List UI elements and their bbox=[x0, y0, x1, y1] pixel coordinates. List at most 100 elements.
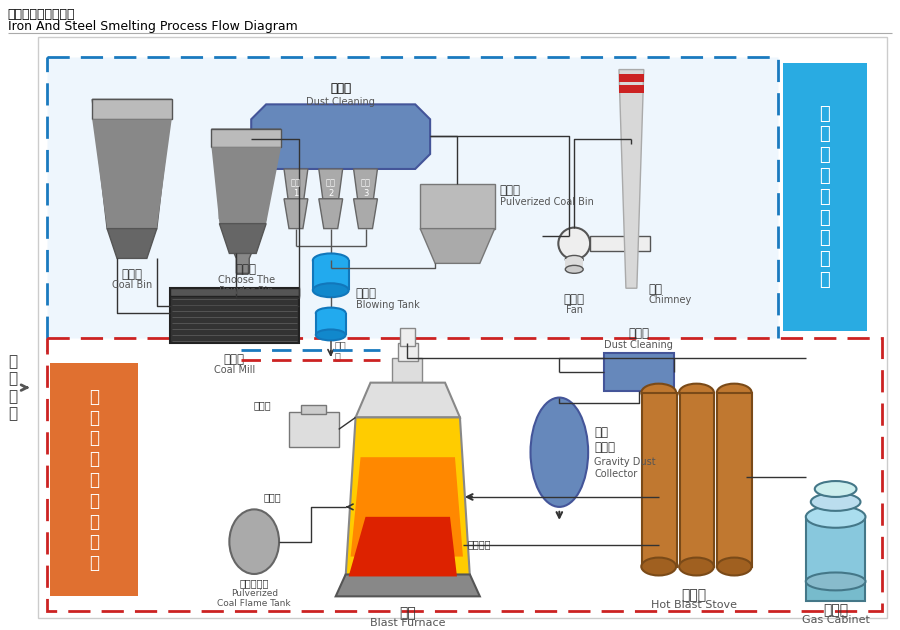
Bar bbox=[170, 289, 299, 343]
Text: 收尘器: 收尘器 bbox=[330, 83, 351, 95]
Polygon shape bbox=[619, 86, 644, 93]
Ellipse shape bbox=[814, 481, 857, 497]
Ellipse shape bbox=[230, 510, 279, 574]
Text: Pulverized: Pulverized bbox=[230, 590, 278, 598]
Bar bbox=[316, 313, 346, 335]
Text: Pulverized Coal Bin: Pulverized Coal Bin bbox=[500, 197, 594, 207]
Text: 煤粉喷火罐: 煤粉喷火罐 bbox=[239, 578, 269, 588]
Ellipse shape bbox=[717, 384, 752, 401]
Text: Powder Bin: Powder Bin bbox=[219, 286, 274, 296]
Ellipse shape bbox=[680, 384, 714, 401]
Text: 热风炉: 热风炉 bbox=[681, 588, 706, 602]
Polygon shape bbox=[351, 457, 463, 556]
Polygon shape bbox=[348, 517, 457, 576]
Text: Iron And Steel Smelting Process Flow Diagram: Iron And Steel Smelting Process Flow Dia… bbox=[8, 20, 298, 33]
Polygon shape bbox=[354, 199, 377, 229]
Polygon shape bbox=[346, 418, 470, 576]
Text: 粉仓
1: 粉仓 1 bbox=[291, 178, 301, 198]
Polygon shape bbox=[107, 229, 157, 258]
Text: 重力: 重力 bbox=[594, 426, 608, 439]
Ellipse shape bbox=[642, 384, 676, 401]
Ellipse shape bbox=[680, 558, 714, 575]
Ellipse shape bbox=[565, 265, 583, 273]
Bar bbox=[48, 338, 882, 611]
Bar bbox=[399, 343, 418, 361]
Text: 收尘器: 收尘器 bbox=[628, 327, 649, 340]
Ellipse shape bbox=[565, 255, 583, 263]
Bar bbox=[806, 581, 866, 601]
Bar bbox=[313, 260, 348, 290]
Ellipse shape bbox=[811, 493, 860, 511]
Text: 引风机: 引风机 bbox=[563, 293, 585, 306]
Ellipse shape bbox=[558, 227, 590, 260]
Text: 收尘器: 收尘器 bbox=[594, 441, 615, 454]
Ellipse shape bbox=[806, 506, 866, 528]
Bar bbox=[170, 289, 299, 296]
Polygon shape bbox=[220, 224, 266, 253]
Polygon shape bbox=[619, 69, 644, 289]
Text: 粉仓
2: 粉仓 2 bbox=[326, 178, 336, 198]
Text: 钢铁冶炼工艺流程图: 钢铁冶炼工艺流程图 bbox=[8, 8, 76, 21]
Text: 选粉仓: 选粉仓 bbox=[236, 263, 256, 277]
Text: Choose The: Choose The bbox=[218, 275, 274, 285]
Ellipse shape bbox=[316, 307, 346, 319]
Text: 煤粉仓: 煤粉仓 bbox=[500, 184, 521, 197]
Text: 烟囱: 烟囱 bbox=[649, 284, 662, 296]
Ellipse shape bbox=[313, 253, 348, 267]
Bar bbox=[400, 328, 415, 346]
Bar bbox=[50, 363, 138, 597]
Text: 粉仓
3: 粉仓 3 bbox=[361, 178, 371, 198]
Text: Coal Bin: Coal Bin bbox=[112, 280, 152, 290]
Polygon shape bbox=[336, 575, 480, 597]
Text: 磨煤机: 磨煤机 bbox=[224, 353, 245, 366]
Text: 高
炉
炼
铁
工
艺
流
程
图: 高 炉 炼 铁 工 艺 流 程 图 bbox=[89, 388, 99, 572]
Polygon shape bbox=[319, 169, 343, 199]
Text: 喷料车: 喷料车 bbox=[254, 401, 271, 411]
Bar bbox=[717, 392, 752, 566]
Bar bbox=[48, 57, 778, 350]
Text: 喷吹罐: 喷吹罐 bbox=[356, 287, 376, 300]
Text: 收尘器: 收尘器 bbox=[330, 83, 351, 95]
Text: Dust Cleaning: Dust Cleaning bbox=[605, 340, 673, 350]
Bar bbox=[565, 260, 583, 270]
Ellipse shape bbox=[642, 558, 676, 575]
Bar bbox=[92, 100, 172, 119]
Polygon shape bbox=[420, 229, 495, 263]
Polygon shape bbox=[284, 199, 308, 229]
Text: 原煤仓: 原煤仓 bbox=[122, 268, 142, 282]
Ellipse shape bbox=[313, 284, 348, 297]
Text: Hot Blast Stove: Hot Blast Stove bbox=[651, 600, 736, 610]
Text: Dust Cleaning: Dust Cleaning bbox=[306, 98, 375, 107]
Text: Blast Furnace: Blast Furnace bbox=[370, 618, 445, 628]
Bar bbox=[590, 236, 650, 251]
Polygon shape bbox=[319, 199, 343, 229]
Bar bbox=[680, 392, 715, 566]
Polygon shape bbox=[92, 100, 172, 229]
Polygon shape bbox=[356, 382, 460, 418]
Text: 铁水出口: 铁水出口 bbox=[468, 540, 491, 549]
Text: 高
炉
喷
煤
工
艺
流
程
图: 高 炉 喷 煤 工 艺 流 程 图 bbox=[819, 105, 830, 289]
Bar bbox=[806, 517, 866, 581]
Polygon shape bbox=[284, 169, 308, 199]
Text: Gas Cabinet: Gas Cabinet bbox=[802, 616, 869, 625]
Ellipse shape bbox=[316, 329, 346, 340]
Bar bbox=[420, 184, 495, 229]
Text: Chimney: Chimney bbox=[649, 295, 692, 305]
Ellipse shape bbox=[806, 573, 866, 590]
Text: 至高
炉: 至高 炉 bbox=[335, 340, 346, 362]
Bar bbox=[604, 353, 673, 391]
Bar bbox=[642, 392, 677, 566]
Text: Coal Mill: Coal Mill bbox=[213, 365, 255, 375]
Text: 喷煤管: 喷煤管 bbox=[264, 492, 281, 502]
Bar bbox=[212, 129, 281, 147]
Polygon shape bbox=[619, 74, 644, 81]
Polygon shape bbox=[251, 105, 430, 169]
Polygon shape bbox=[212, 147, 281, 224]
Text: Gravity Dust: Gravity Dust bbox=[594, 457, 656, 467]
Bar bbox=[783, 62, 868, 331]
Text: Collector: Collector bbox=[594, 469, 637, 479]
Polygon shape bbox=[212, 129, 281, 273]
Ellipse shape bbox=[530, 398, 589, 507]
Polygon shape bbox=[92, 119, 172, 229]
Bar bbox=[301, 404, 326, 415]
